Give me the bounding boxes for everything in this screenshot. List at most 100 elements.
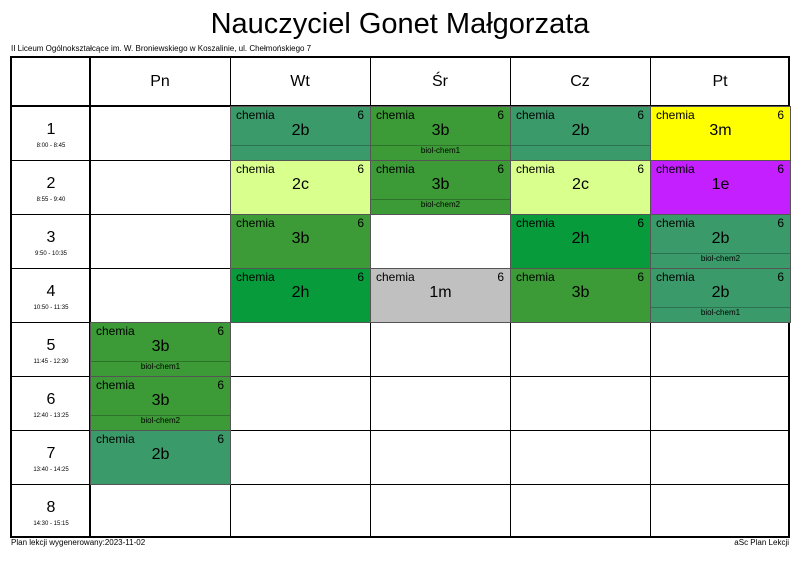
period-number: 1 [46, 121, 56, 138]
lesson-subject: chemia [96, 324, 135, 338]
period-label: 5 11:45 - 12:30 [12, 322, 90, 376]
lesson-room: 6 [637, 108, 644, 122]
lesson-class: 2c [572, 176, 589, 193]
lesson-room: 6 [777, 108, 784, 122]
lesson-room: 6 [357, 162, 364, 176]
lesson-card[interactable]: chemia 6 2b [230, 106, 371, 161]
lesson-card[interactable]: chemia 6 3b biol-chem1 [90, 322, 231, 377]
day-header: Pn [150, 73, 170, 90]
lesson-class: 2h [571, 230, 590, 247]
lesson-class: 2b [571, 122, 590, 139]
lesson-subject: chemia [376, 270, 415, 284]
lesson-class: 3b [151, 392, 170, 409]
lesson-subject: chemia [656, 162, 695, 176]
lesson-class: 1e [711, 176, 730, 193]
period-number: 5 [46, 337, 56, 354]
lesson-class: 3b [431, 176, 450, 193]
period-label: 6 12:40 - 13:25 [12, 376, 90, 430]
lesson-subject: chemia [516, 162, 555, 176]
lesson-subject: chemia [96, 378, 135, 392]
lesson-card[interactable]: chemia 6 3b [510, 268, 651, 323]
grid-hline [12, 376, 788, 377]
lesson-divider [371, 145, 510, 146]
period-time: 8:55 - 9:40 [36, 197, 66, 203]
lesson-subject: chemia [656, 108, 695, 122]
lesson-room: 6 [497, 162, 504, 176]
lesson-card[interactable]: chemia 6 3m [650, 106, 791, 161]
lesson-subject: chemia [516, 108, 555, 122]
lesson-card[interactable]: chemia 6 2b [510, 106, 651, 161]
lesson-room: 6 [777, 216, 784, 230]
lesson-card[interactable]: chemia 6 3b biol-chem2 [370, 160, 511, 215]
lesson-room: 6 [777, 162, 784, 176]
lesson-room: 6 [217, 324, 224, 338]
lesson-subject: chemia [236, 270, 275, 284]
period-time: 10:50 - 11:35 [33, 305, 69, 311]
lesson-card[interactable]: chemia 6 2h [230, 268, 371, 323]
period-number: 7 [46, 445, 56, 462]
lesson-room: 6 [217, 432, 224, 446]
period-time: 14:30 - 15:15 [33, 521, 69, 527]
lesson-class: 3b [291, 230, 310, 247]
school-name: II Liceum Ogólnokształcące im. W. Bronie… [11, 44, 312, 53]
lesson-class: 3m [709, 122, 732, 139]
lesson-card[interactable]: chemia 6 2c [510, 160, 651, 215]
day-header: Śr [432, 73, 448, 90]
lesson-divider [511, 145, 650, 146]
lesson-group: biol-chem1 [700, 308, 741, 317]
lesson-divider [91, 361, 230, 362]
lesson-group: biol-chem1 [420, 146, 461, 155]
lesson-card[interactable]: chemia 6 2c [230, 160, 371, 215]
lesson-divider [231, 145, 370, 146]
lesson-card[interactable]: chemia 6 3b [230, 214, 371, 269]
grid-vline [89, 58, 91, 536]
lesson-class: 2b [151, 446, 170, 463]
period-label: 8 14:30 - 15:15 [12, 484, 90, 538]
lesson-subject: chemia [236, 162, 275, 176]
lesson-card[interactable]: chemia 6 3b biol-chem1 [370, 106, 511, 161]
lesson-group: biol-chem1 [140, 362, 181, 371]
period-number: 4 [46, 283, 56, 300]
period-number: 6 [46, 391, 56, 408]
lesson-room: 6 [497, 270, 504, 284]
lesson-room: 6 [777, 270, 784, 284]
period-time: 13:40 - 14:25 [33, 467, 69, 473]
lesson-class: 3b [571, 284, 590, 301]
lesson-group: biol-chem2 [700, 254, 741, 263]
period-label: 1 8:00 - 8:45 [12, 106, 90, 160]
grid-hline [12, 484, 788, 485]
lesson-card[interactable]: chemia 6 2h [510, 214, 651, 269]
generated-date: Plan lekcji wygenerowany:2023-11-02 [11, 538, 146, 547]
page-title: Nauczyciel Gonet Małgorzata [210, 8, 590, 40]
lesson-card[interactable]: chemia 6 2b biol-chem1 [650, 268, 791, 323]
lesson-class: 2h [291, 284, 310, 301]
period-time: 12:40 - 13:25 [33, 413, 69, 419]
lesson-class: 2b [711, 230, 730, 247]
lesson-card[interactable]: chemia 6 1m [370, 268, 511, 323]
period-number: 3 [46, 229, 56, 246]
lesson-divider [651, 253, 790, 254]
lesson-room: 6 [637, 216, 644, 230]
lesson-room: 6 [637, 270, 644, 284]
lesson-card[interactable]: chemia 6 3b biol-chem2 [90, 376, 231, 431]
lesson-subject: chemia [376, 162, 415, 176]
lesson-subject: chemia [236, 216, 275, 230]
lesson-class: 2c [292, 176, 309, 193]
period-number: 2 [46, 175, 56, 192]
lesson-class: 1m [429, 284, 452, 301]
lesson-room: 6 [637, 162, 644, 176]
period-number: 8 [46, 499, 56, 516]
lesson-subject: chemia [656, 270, 695, 284]
lesson-room: 6 [357, 270, 364, 284]
lesson-subject: chemia [376, 108, 415, 122]
lesson-subject: chemia [236, 108, 275, 122]
lesson-room: 6 [497, 108, 504, 122]
period-time: 11:45 - 12:30 [33, 359, 69, 365]
lesson-divider [91, 415, 230, 416]
lesson-card[interactable]: chemia 6 2b biol-chem2 [650, 214, 791, 269]
lesson-card[interactable]: chemia 6 1e [650, 160, 791, 215]
period-label: 2 8:55 - 9:40 [12, 160, 90, 214]
grid-hline [12, 430, 788, 431]
lesson-card[interactable]: chemia 6 2b [90, 430, 231, 485]
lesson-subject: chemia [656, 216, 695, 230]
